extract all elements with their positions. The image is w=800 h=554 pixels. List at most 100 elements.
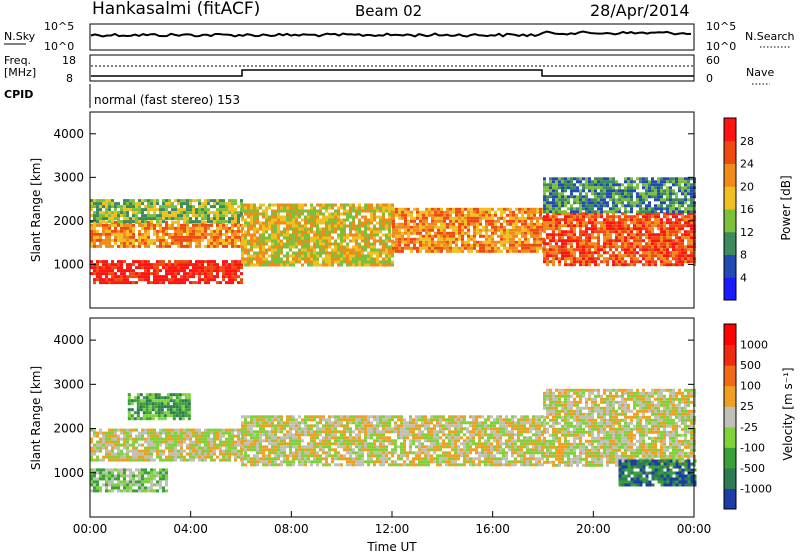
echo-cell — [213, 229, 216, 233]
echo-cell — [96, 266, 99, 270]
echo-cell — [222, 431, 225, 435]
echo-cell — [160, 408, 164, 412]
echo-cell — [171, 437, 174, 441]
echo-cell — [204, 214, 207, 218]
echo-cell — [150, 468, 153, 472]
echo-cell — [301, 263, 304, 267]
echo-cell — [675, 224, 678, 228]
echo-cell — [331, 218, 334, 222]
echo-cell — [159, 455, 162, 459]
echo-cell — [627, 192, 630, 196]
echo-cell — [147, 452, 150, 456]
echo-cell — [582, 251, 585, 255]
echo-cell — [597, 245, 600, 249]
echo-cell — [138, 278, 141, 282]
echo-cell — [177, 278, 180, 282]
echo-cell — [395, 249, 398, 253]
echo-cell — [192, 208, 195, 212]
echo-cell — [636, 257, 639, 261]
echo-cell — [422, 234, 425, 238]
echo-cell — [289, 263, 292, 267]
echo-cell — [241, 260, 244, 264]
echo-cell — [660, 177, 663, 181]
echo-cell — [204, 434, 207, 438]
echo-cell — [570, 195, 573, 199]
echo-cell — [373, 218, 376, 222]
echo-cell — [147, 266, 150, 270]
echo-cell — [162, 260, 165, 264]
echo-cell — [657, 198, 660, 202]
echo-cell — [337, 212, 340, 216]
echo-cell — [452, 219, 455, 223]
echo-cell — [606, 215, 609, 219]
echo-cell — [669, 245, 672, 249]
echo-cell — [102, 199, 105, 203]
echo-cell — [503, 231, 506, 235]
echo-cell — [114, 486, 117, 490]
echo-cell — [681, 239, 684, 243]
echo-cell — [295, 245, 298, 249]
echo-cell — [437, 210, 440, 214]
echo-cell — [120, 275, 123, 279]
echo-cell — [573, 251, 576, 255]
echo-cell — [543, 260, 546, 264]
echo-cell — [564, 254, 567, 258]
echo-cell — [301, 242, 304, 246]
echo-cell — [663, 221, 666, 225]
echo-cell — [259, 206, 262, 210]
echo-cell — [120, 278, 123, 282]
echo-cell — [319, 251, 322, 255]
echo-cell — [192, 232, 195, 236]
echo-cell — [244, 263, 247, 267]
echo-cell — [177, 431, 180, 435]
echo-cell — [274, 260, 277, 264]
echo-cell — [630, 218, 633, 222]
echo-cell — [325, 218, 328, 222]
echo-cell — [603, 224, 606, 228]
echo-cell — [298, 227, 301, 231]
echo-cell — [150, 217, 153, 221]
echo-cell — [395, 222, 398, 226]
echo-cell — [180, 238, 183, 242]
echo-cell — [301, 230, 304, 234]
echo-cell — [192, 263, 195, 267]
echo-cell — [570, 233, 573, 237]
echo-cell — [343, 239, 346, 243]
echo-cell — [373, 224, 376, 228]
echo-cell — [231, 202, 234, 206]
echo-cell — [141, 468, 144, 472]
echo-cell — [160, 411, 164, 415]
echo-cell — [687, 260, 690, 264]
echo-cell — [159, 241, 162, 245]
echo-cell — [376, 215, 379, 219]
echo-cell — [585, 254, 588, 258]
echo-cell — [588, 180, 591, 184]
echo-cell — [570, 207, 573, 211]
echo-cell — [561, 210, 564, 214]
echo-cell — [129, 458, 132, 462]
echo-cell — [512, 210, 515, 214]
echo-cell — [256, 451, 259, 455]
echo-cell — [391, 263, 394, 267]
echo-cell — [157, 408, 161, 412]
echo-cell — [678, 260, 681, 264]
echo-cell — [192, 214, 195, 218]
echo-cell — [428, 228, 431, 232]
echo-cell — [244, 421, 247, 425]
echo-cell — [150, 241, 153, 245]
echo-cell — [413, 216, 416, 220]
echo-cell — [515, 219, 518, 223]
colorbar-segment — [724, 231, 736, 255]
echo-cell — [594, 189, 597, 193]
echo-cell — [609, 180, 612, 184]
echo-cell — [144, 208, 147, 212]
echo-cell — [225, 235, 228, 239]
echo-cell — [105, 474, 108, 478]
echo-cell — [621, 248, 624, 252]
echo-cell — [597, 198, 600, 202]
echo-cell — [594, 192, 597, 196]
echo-cell — [259, 254, 262, 258]
echo-cell — [500, 231, 503, 235]
echo-cell — [171, 275, 174, 279]
echo-cell — [265, 224, 268, 228]
